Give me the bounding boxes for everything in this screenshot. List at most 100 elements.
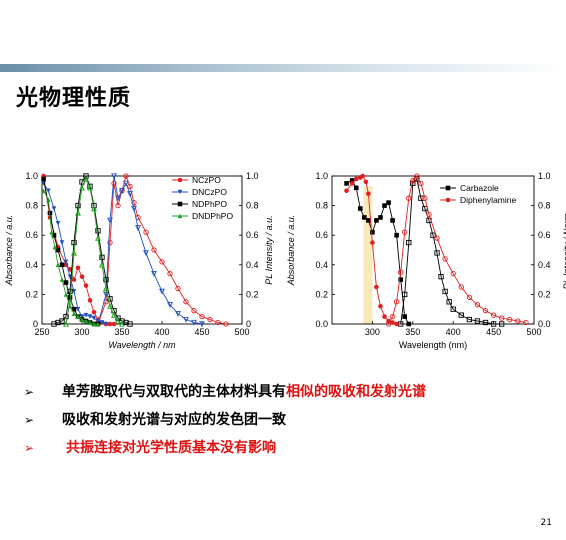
absorption-point	[83, 283, 89, 288]
emission-point	[175, 310, 181, 317]
emission-point	[523, 319, 529, 326]
emission-point	[422, 195, 428, 201]
emission-point	[83, 175, 89, 182]
y-tick-label-right: 0.2	[538, 289, 551, 299]
absorption-line	[43, 183, 107, 325]
emission-point	[167, 302, 173, 308]
emission-point	[499, 315, 505, 321]
emission-point	[115, 202, 121, 209]
y-tick-label: 0.2	[315, 289, 328, 299]
absorption-point	[95, 321, 101, 327]
plot-frame	[331, 175, 535, 325]
emission-point	[115, 195, 121, 202]
x-tick-label: 250	[34, 327, 49, 337]
absorption-point	[63, 292, 69, 297]
emission-point	[450, 306, 456, 312]
arrow-icon: ➢	[24, 413, 35, 427]
y-tick-label-right: 0.8	[538, 201, 551, 211]
emission-point	[75, 202, 81, 209]
legend-label: NDPhPO	[192, 199, 227, 209]
absorption-point	[394, 321, 399, 327]
emission-point	[474, 302, 481, 308]
emission-point	[215, 319, 221, 326]
emission-point	[127, 191, 133, 197]
bullet-item-3: ➢ 共振连接对光学性质基本没有影响	[24, 437, 544, 465]
legend-marker	[177, 177, 183, 183]
absorption-point	[374, 284, 379, 290]
y-axis-label-left: Absorbance / a.u.	[286, 215, 296, 287]
absorption-point	[49, 229, 54, 235]
y-tick-label: 0.2	[25, 289, 38, 299]
emission-point	[490, 312, 497, 318]
emission-point	[398, 269, 404, 275]
absorption-point	[75, 265, 81, 271]
legend-label: DNCzPO	[192, 187, 227, 197]
emission-point	[143, 229, 149, 235]
absorption-point	[46, 188, 51, 194]
absorption-point	[353, 176, 359, 182]
absorption-point	[67, 266, 73, 272]
legend-marker	[445, 185, 451, 191]
absorption-point	[41, 181, 46, 186]
y-tick-label-right: 0.8	[246, 201, 259, 211]
absorption-point	[91, 309, 97, 315]
absorption-point	[370, 240, 375, 245]
absorption-point	[71, 289, 77, 294]
absorption-point	[71, 306, 77, 312]
emission-point	[389, 313, 396, 320]
absorption-point	[406, 321, 412, 327]
highlight-band	[363, 186, 373, 324]
y-axis-label-left: Absorbance / a.u.	[4, 215, 14, 287]
emission-point	[107, 296, 113, 302]
absorption-point	[79, 274, 85, 279]
emission-point	[183, 299, 189, 305]
emission-point	[67, 288, 73, 295]
y-tick-label-right: 0.2	[246, 289, 259, 299]
absorption-point	[59, 240, 65, 245]
emission-point	[175, 285, 181, 292]
absorption-point	[390, 320, 395, 325]
emission-point	[59, 318, 65, 324]
absorption-point	[357, 206, 363, 211]
absorption-point	[378, 215, 383, 220]
emission-point	[410, 177, 416, 184]
emission-point	[482, 308, 489, 314]
bullet-highlight: 共振连接对光学性质基本没有影响	[66, 440, 276, 456]
bullet-highlight: 相似的吸收和发射光谱	[286, 384, 426, 400]
y-tick-label: 1.0	[315, 171, 328, 181]
emission-point	[446, 299, 452, 305]
absorption-point	[382, 314, 387, 319]
x-axis-label: Wavelength (nm)	[399, 340, 467, 350]
absorption-point	[91, 321, 97, 327]
emission-point	[159, 259, 165, 265]
emission-point	[385, 321, 392, 327]
emission-point	[434, 235, 440, 241]
emission-point	[183, 316, 189, 323]
legend-marker	[177, 189, 183, 195]
emission-point	[131, 199, 137, 206]
emission-point	[71, 239, 77, 246]
absorption-point	[55, 262, 61, 268]
emission-point	[466, 294, 473, 301]
x-tick-label: 500	[234, 327, 249, 337]
absorption-point	[366, 218, 371, 223]
emission-point	[79, 184, 85, 191]
y-tick-label: 0.0	[315, 319, 328, 329]
x-tick-label: 450	[194, 327, 209, 337]
absorption-point	[349, 181, 355, 186]
emission-point	[123, 180, 129, 187]
absorption-point	[370, 229, 375, 235]
series-DNDPhPO	[41, 175, 125, 327]
emission-point	[75, 209, 81, 216]
emission-point	[131, 205, 137, 212]
emission-point	[458, 312, 464, 318]
page-number: 21	[540, 518, 552, 528]
y-tick-label-right: 0.0	[538, 319, 551, 329]
emission-point	[402, 229, 408, 235]
x-tick-label: 300	[74, 327, 89, 337]
absorption-point	[366, 191, 371, 197]
emission-point	[499, 321, 505, 327]
legend-marker	[177, 213, 183, 219]
legend-marker	[177, 201, 183, 207]
emission-point	[63, 320, 69, 327]
